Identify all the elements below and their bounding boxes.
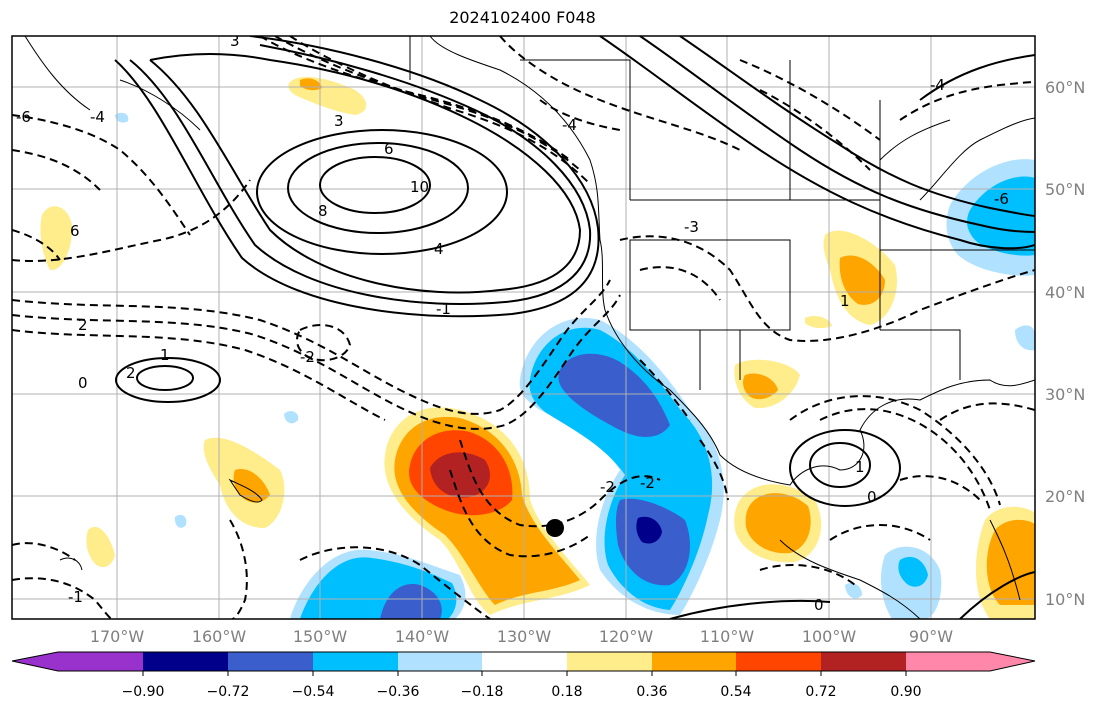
lat-label: 10°N (1045, 590, 1085, 609)
negative-contours (12, 36, 1035, 619)
lat-label: 50°N (1045, 180, 1085, 199)
lat-label: 30°N (1045, 385, 1085, 404)
lat-label: 60°N (1045, 78, 1085, 97)
colorbar-tick-label: 0.18 (551, 684, 582, 700)
contour-label: -1 (68, 588, 83, 606)
graticule (12, 36, 1035, 619)
positive-anomaly-region (839, 255, 885, 305)
contour-label: -3 (684, 218, 699, 236)
colorbar-tick-label: −0.72 (207, 684, 250, 700)
colorbar-segment (821, 652, 906, 671)
contour-label: -4 (90, 108, 105, 126)
colorbar-ticks (142, 671, 907, 676)
colorbar-tick-label: −0.36 (377, 684, 420, 700)
colorbar-outline (11, 651, 1036, 672)
positive-anomaly-region (430, 452, 490, 498)
colorbar-segment (482, 652, 567, 671)
colorbar-tick-label: −0.54 (292, 684, 335, 700)
contour-label: 1 (855, 458, 865, 476)
contour-label: 10 (410, 178, 429, 196)
lon-label: 130°W (497, 627, 552, 646)
colorbar-segment (228, 652, 313, 671)
contour-label: 6 (70, 222, 80, 240)
location-marker (546, 519, 564, 537)
positive-anomaly-region (86, 526, 115, 568)
contour-label: 1 (840, 292, 850, 310)
positive-anomaly-region (805, 315, 832, 329)
positive-anomaly-region (986, 519, 1035, 605)
negative-anomaly-region (845, 583, 862, 599)
positive-anomaly-region (745, 493, 811, 554)
contour-label: -6 (16, 108, 31, 126)
negative-anomaly-region (636, 516, 662, 544)
lat-label: 40°N (1045, 283, 1085, 302)
negative-anomaly-region (284, 411, 299, 424)
contour-label: -6 (994, 190, 1009, 208)
latitude-axis: 60°N 50°N 40°N 30°N 20°N 10°N (1045, 78, 1085, 609)
negative-anomaly-region (380, 584, 442, 619)
positive-anomaly-region (40, 206, 73, 271)
contour-label: 0 (814, 596, 824, 614)
negative-anomaly-region (558, 353, 670, 437)
lon-label: 110°W (700, 627, 755, 646)
lon-label: 170°W (90, 627, 145, 646)
contour-label: -2 (600, 478, 615, 496)
colorbar-tick-label: 0.36 (636, 684, 667, 700)
contour-label: 4 (434, 240, 444, 258)
colorbar-segment (398, 652, 482, 671)
colorbar-segment (143, 652, 228, 671)
contour-label: -4 (930, 76, 945, 94)
contour-label: -4 (562, 116, 577, 134)
colorbar: −0.90 −0.72 −0.54 −0.36 −0.18 0.18 0.36 … (11, 651, 1036, 700)
lon-label: 160°W (192, 627, 247, 646)
shading-layer (40, 76, 1035, 619)
lon-label: 120°W (599, 627, 654, 646)
contour-label: -2 (300, 348, 315, 366)
lon-label: 150°W (293, 627, 348, 646)
negative-anomaly-region (967, 176, 1035, 256)
contour-label-layer: 6 8 10 4 3 2 1 0 -1 -2 -3 -4 -6 6 2 1 0 … (16, 32, 1009, 614)
lat-label: 20°N (1045, 487, 1085, 506)
lon-label: 100°W (802, 627, 857, 646)
contour-label: -2 (640, 474, 655, 492)
colorbar-tick-label: −0.18 (461, 684, 504, 700)
negative-anomaly-region (1015, 325, 1035, 351)
colorbar-tick-label: 0.90 (890, 684, 921, 700)
lon-label: 140°W (395, 627, 450, 646)
colorbar-segment (12, 652, 143, 671)
longitude-axis: 170°W 160°W 150°W 140°W 130°W 120°W 110°… (90, 627, 953, 646)
contour-label: 0 (78, 374, 88, 392)
negative-anomaly-region (898, 556, 928, 587)
colorbar-segment (906, 652, 1035, 671)
colorbar-segment (313, 652, 398, 671)
contour-label: 8 (318, 202, 328, 220)
positive-anomaly-region (233, 469, 270, 503)
contour-label: 3 (230, 32, 240, 50)
contour-label: 2 (126, 364, 136, 382)
map-frame (11, 35, 1036, 620)
map-title: 2024102400 F048 (449, 8, 596, 27)
contour-label: 6 (384, 140, 394, 158)
contour-label: 0 (867, 488, 877, 506)
negative-anomaly-region (115, 112, 129, 123)
colorbar-tick-label: 0.54 (720, 684, 751, 700)
contour-label: 1 (160, 346, 170, 364)
positive-anomaly-region (743, 373, 778, 400)
map-content: 6 8 10 4 3 2 1 0 -1 -2 -3 -4 -6 6 2 1 0 … (12, 32, 1035, 619)
contour-label: 3 (334, 112, 344, 130)
colorbar-tick-label: −0.90 (122, 684, 165, 700)
negative-anomaly-region (174, 514, 187, 528)
contour-label: 2 (78, 316, 88, 334)
colorbar-segment (567, 652, 652, 671)
coastlines (24, 36, 1035, 619)
lon-label: 90°W (909, 627, 953, 646)
colorbar-segment (652, 652, 736, 671)
colorbar-segment (736, 652, 821, 671)
colorbar-tick-label: 0.72 (805, 684, 836, 700)
positive-contours (114, 36, 1035, 619)
contour-label: -1 (436, 300, 451, 318)
